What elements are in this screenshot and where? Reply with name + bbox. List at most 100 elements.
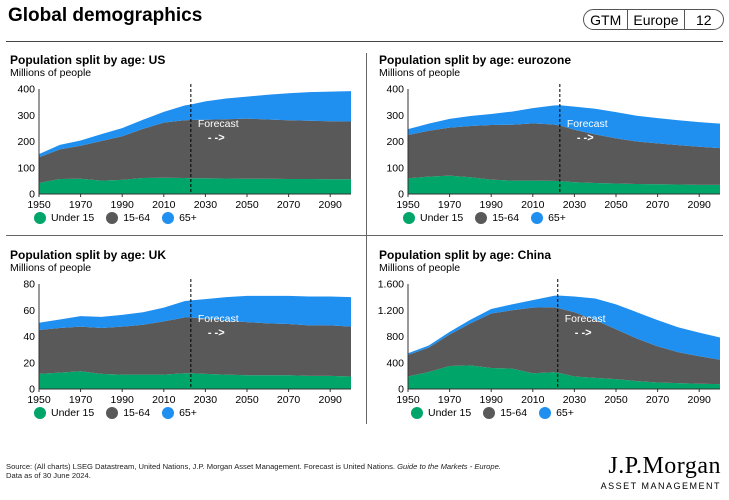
legend-swatch: [162, 212, 175, 224]
legend-label: 65+: [548, 212, 566, 224]
y-tick-label: 0: [29, 189, 35, 201]
legend-label: Under 15: [51, 407, 95, 419]
x-tick-label: 2050: [235, 199, 259, 211]
y-tick-label: 0: [398, 189, 404, 201]
x-tick-label: 2050: [604, 394, 628, 406]
source-footnote: Source: (All charts) LSEG Datastream, Un…: [6, 462, 566, 480]
x-tick-label: 2070: [646, 199, 670, 211]
x-tick-label: 2050: [235, 394, 259, 406]
x-tick-label: 2050: [604, 199, 628, 211]
x-tick-label: 2010: [152, 199, 176, 211]
x-tick-label: 2030: [194, 394, 218, 406]
x-tick-label: 1970: [69, 394, 93, 406]
x-tick-label: 1970: [69, 199, 93, 211]
x-tick-label: 2010: [521, 199, 545, 211]
column-divider: [366, 53, 367, 424]
deck-tag: GTM Europe 12: [583, 9, 724, 30]
chart-plot: 0 100 200 300 400 1950 1970 1990 2010 2030 2050 207…: [17, 84, 351, 211]
legend-label: 15-64: [123, 407, 151, 419]
y-tick-label: 100: [386, 162, 404, 174]
chart-plot: 0 20 40 60 80 1950 1970 1990 2010 2030 2050 2070 209…: [23, 279, 351, 406]
chart-ylabel: Millions of people: [379, 262, 461, 274]
legend-item-15-64: 15-64: [483, 407, 527, 419]
chart-panel-us: Population split by age: US Millions of …: [8, 53, 368, 243]
logo-wordmark: J.P.Morgan: [608, 453, 721, 479]
forecast-arrow: - ->: [208, 132, 225, 144]
legend-swatch: [475, 212, 488, 224]
x-tick-label: 2090: [319, 394, 343, 406]
y-tick-label: 0: [398, 384, 404, 396]
x-tick-label: 2070: [277, 199, 301, 211]
chart-title: Population split by age: US: [10, 53, 166, 67]
legend-swatch: [106, 212, 119, 224]
y-tick-label: 1.200: [378, 305, 404, 317]
tag-divider: [683, 9, 685, 30]
chart-plot: 0 100 200 300 400 1950 1970 1990 2010 2030 2050 207…: [386, 84, 720, 211]
chart-ylabel: Millions of people: [10, 262, 92, 274]
y-tick-label: 40: [23, 331, 35, 343]
x-tick-label: 1990: [111, 199, 135, 211]
x-tick-label: 2070: [646, 394, 670, 406]
y-tick-label: 20: [23, 357, 35, 369]
x-tick-label: 2090: [319, 199, 343, 211]
x-tick-label: 1950: [396, 394, 420, 406]
x-tick-label: 1990: [111, 394, 135, 406]
chart-panel-uk: Population split by age: UK Millions of …: [8, 248, 368, 438]
x-tick-label: 1990: [480, 199, 504, 211]
tag-page-number: 12: [695, 11, 712, 28]
x-tick-label: 2070: [277, 394, 301, 406]
x-tick-label: 1950: [396, 199, 420, 211]
y-tick-label: 100: [17, 162, 35, 174]
area-series-under15: [39, 371, 351, 389]
forecast-arrow: - ->: [577, 132, 594, 144]
legend-swatch: [483, 407, 496, 419]
area-series-working: [408, 307, 720, 385]
y-tick-label: 300: [17, 110, 35, 122]
forecast-label: Forecast: [567, 118, 608, 130]
y-tick-label: 300: [386, 110, 404, 122]
legend-swatch: [531, 212, 544, 224]
tag-gtm: GTM: [590, 11, 622, 28]
legend-item-15-64: 15-64: [106, 212, 150, 224]
y-tick-label: 800: [386, 331, 404, 343]
chart-title: Population split by age: UK: [10, 248, 167, 262]
row-divider: [6, 235, 723, 236]
data-date: Data as of 30 June 2024.: [6, 471, 91, 480]
y-tick-label: 400: [386, 84, 404, 96]
legend-item-15-64: 15-64: [106, 407, 150, 419]
x-tick-label: 1970: [438, 394, 462, 406]
area-series-senior: [39, 91, 351, 158]
forecast-label: Forecast: [565, 313, 606, 325]
legend-swatch: [403, 212, 415, 224]
y-tick-label: 400: [17, 84, 35, 96]
logo-subline: ASSET MANAGEMENT: [600, 481, 721, 491]
chart-panel-china: Population split by age: China Millions …: [377, 248, 729, 438]
legend-label: 15-64: [123, 212, 151, 224]
header-rule: [6, 41, 723, 42]
area-series-senior: [408, 105, 720, 149]
x-tick-label: 1950: [27, 394, 51, 406]
area-series-under15: [408, 365, 720, 389]
chart-legend: Under 15 15-64 65+: [34, 407, 209, 419]
legend-item-under15: Under 15: [34, 212, 94, 224]
jpmorgan-logo: J.P.Morgan ASSET MANAGEMENT: [601, 454, 721, 491]
x-tick-label: 2010: [152, 394, 176, 406]
legend-item-65plus: 65+: [162, 407, 197, 419]
area-series-under15: [408, 175, 720, 194]
y-tick-label: 200: [17, 136, 35, 148]
x-tick-label: 2090: [688, 199, 712, 211]
legend-item-under15: Under 15: [403, 212, 463, 224]
source-text: Source: (All charts) LSEG Datastream, Un…: [6, 462, 398, 471]
x-tick-label: 2010: [521, 394, 545, 406]
chart-legend: Under 15 15-64 65+: [403, 212, 578, 224]
legend-item-under15: Under 15: [411, 407, 471, 419]
legend-label: Under 15: [428, 407, 472, 419]
tag-region: Europe: [633, 11, 679, 28]
x-tick-label: 1970: [438, 199, 462, 211]
area-series-under15: [39, 177, 351, 194]
x-tick-label: 2030: [563, 394, 587, 406]
chart-legend: Under 15 15-64 65+: [411, 407, 586, 419]
area-series-senior: [408, 295, 720, 360]
legend-item-65plus: 65+: [539, 407, 574, 419]
legend-swatch: [539, 407, 552, 419]
